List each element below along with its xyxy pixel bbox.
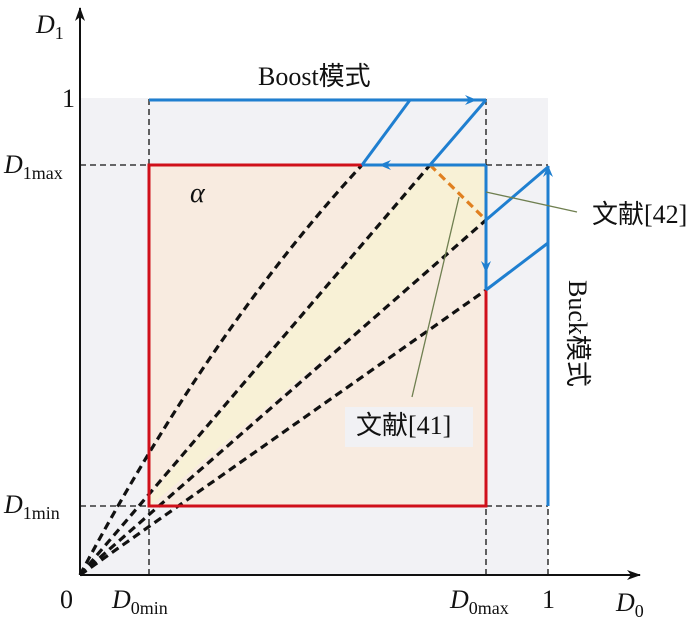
y-axis-label-sub: 1 [54,23,64,43]
ref41-label-bg [345,407,473,447]
y-tick-one: 1 [62,84,75,113]
alpha-label: α [190,178,205,209]
tick-sub: 0min [130,598,168,618]
y-axis-label-main: D [36,10,55,39]
tick-sub: 0max [468,598,509,618]
square-outline [147,163,488,508]
ref42-boundary [428,163,488,222]
ref41-leader [411,196,460,398]
ref42-leader [485,191,578,213]
ref41-region [149,165,486,506]
origin-label: 0 [60,585,73,614]
y-axis-label: D1 [36,10,64,43]
tick-main: D [112,585,131,614]
tick-main: D [4,490,23,519]
tick-main: D [450,585,469,614]
x-tick-one: 1 [542,585,555,614]
tick-sub: 1max [22,163,63,183]
y-tick-d1max: D1max [4,150,63,183]
boost-mode-label: Boost模式 [258,62,371,91]
operating-rays [78,163,488,577]
guide-lines [80,98,549,575]
x-axis-label-sub: 0 [634,601,644,619]
x-tick-d0max: D0max [450,585,509,618]
tick-sub: 1min [22,503,60,523]
x-axis-label-main: D [616,588,635,617]
x-axis-label: D0 [616,590,644,619]
y-tick-d1min: D1min [4,490,60,523]
ref42-label: 文献[42] [592,200,688,229]
buck-mode-label: Buck模式 [563,280,592,387]
mode-trajectory [149,95,553,506]
x-tick-d0min: D0min [112,585,168,618]
tick-main: D [4,150,23,179]
ref41-label: 文献[41] [356,411,452,440]
